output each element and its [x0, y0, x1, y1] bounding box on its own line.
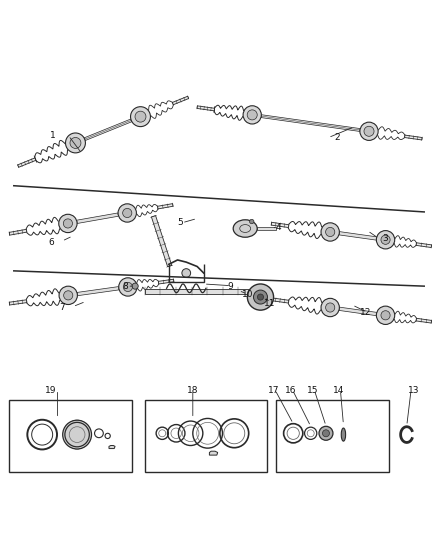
Text: 18: 18 [187, 386, 198, 395]
Circle shape [364, 126, 374, 136]
Text: 14: 14 [333, 386, 345, 395]
Text: 19: 19 [45, 386, 57, 395]
Circle shape [243, 106, 261, 124]
Circle shape [64, 219, 72, 228]
Circle shape [59, 214, 77, 232]
Circle shape [59, 286, 78, 304]
Polygon shape [339, 307, 377, 316]
Polygon shape [18, 158, 36, 167]
Circle shape [247, 110, 257, 120]
Circle shape [64, 291, 73, 300]
Text: 4: 4 [275, 223, 281, 232]
Bar [276, 400, 389, 472]
Polygon shape [257, 227, 276, 230]
Polygon shape [416, 318, 431, 323]
Text: 10: 10 [242, 290, 253, 300]
Circle shape [250, 220, 254, 224]
Bar [145, 400, 267, 472]
Circle shape [63, 420, 92, 449]
Circle shape [258, 294, 264, 300]
Polygon shape [77, 213, 119, 223]
Circle shape [123, 208, 132, 217]
Polygon shape [77, 287, 119, 296]
Polygon shape [271, 298, 289, 303]
Circle shape [325, 228, 335, 237]
Text: 5: 5 [177, 219, 183, 228]
Polygon shape [159, 279, 174, 284]
Circle shape [254, 290, 268, 304]
Circle shape [118, 204, 136, 222]
Ellipse shape [341, 428, 346, 441]
Circle shape [360, 122, 378, 140]
Circle shape [70, 138, 81, 148]
Ellipse shape [233, 220, 257, 237]
Polygon shape [152, 216, 172, 267]
Text: 13: 13 [407, 386, 419, 395]
Circle shape [381, 235, 390, 244]
Text: 11: 11 [264, 299, 275, 308]
Circle shape [322, 430, 329, 437]
Circle shape [135, 111, 146, 122]
Polygon shape [261, 115, 360, 132]
Polygon shape [145, 289, 254, 294]
Circle shape [319, 426, 333, 440]
Polygon shape [405, 135, 422, 140]
Text: 3: 3 [382, 233, 388, 243]
Circle shape [321, 298, 339, 317]
Polygon shape [9, 300, 27, 305]
Circle shape [66, 133, 85, 153]
Circle shape [321, 223, 339, 241]
Polygon shape [9, 229, 27, 235]
Polygon shape [84, 119, 132, 141]
Polygon shape [172, 96, 189, 105]
Polygon shape [197, 106, 215, 111]
Polygon shape [109, 446, 115, 449]
Polygon shape [271, 222, 289, 228]
Circle shape [376, 306, 395, 325]
Text: 2: 2 [334, 133, 340, 142]
Circle shape [131, 107, 150, 127]
Text: 6: 6 [48, 238, 54, 247]
Polygon shape [339, 232, 377, 240]
Text: 16: 16 [285, 386, 297, 395]
Polygon shape [416, 243, 431, 247]
Circle shape [119, 278, 137, 296]
Text: 17: 17 [268, 386, 279, 395]
Circle shape [124, 282, 132, 292]
Text: 9: 9 [227, 281, 233, 290]
Bar [10, 400, 132, 472]
Text: 1: 1 [50, 131, 56, 140]
Circle shape [182, 269, 191, 277]
Polygon shape [209, 451, 218, 455]
Circle shape [247, 284, 274, 310]
Text: 12: 12 [360, 308, 371, 317]
Circle shape [376, 231, 395, 249]
Circle shape [132, 283, 138, 289]
Polygon shape [158, 204, 173, 209]
Text: 8: 8 [122, 281, 128, 290]
Circle shape [381, 311, 390, 320]
Text: 7: 7 [59, 303, 65, 312]
Text: 15: 15 [307, 386, 318, 395]
Circle shape [325, 303, 335, 312]
